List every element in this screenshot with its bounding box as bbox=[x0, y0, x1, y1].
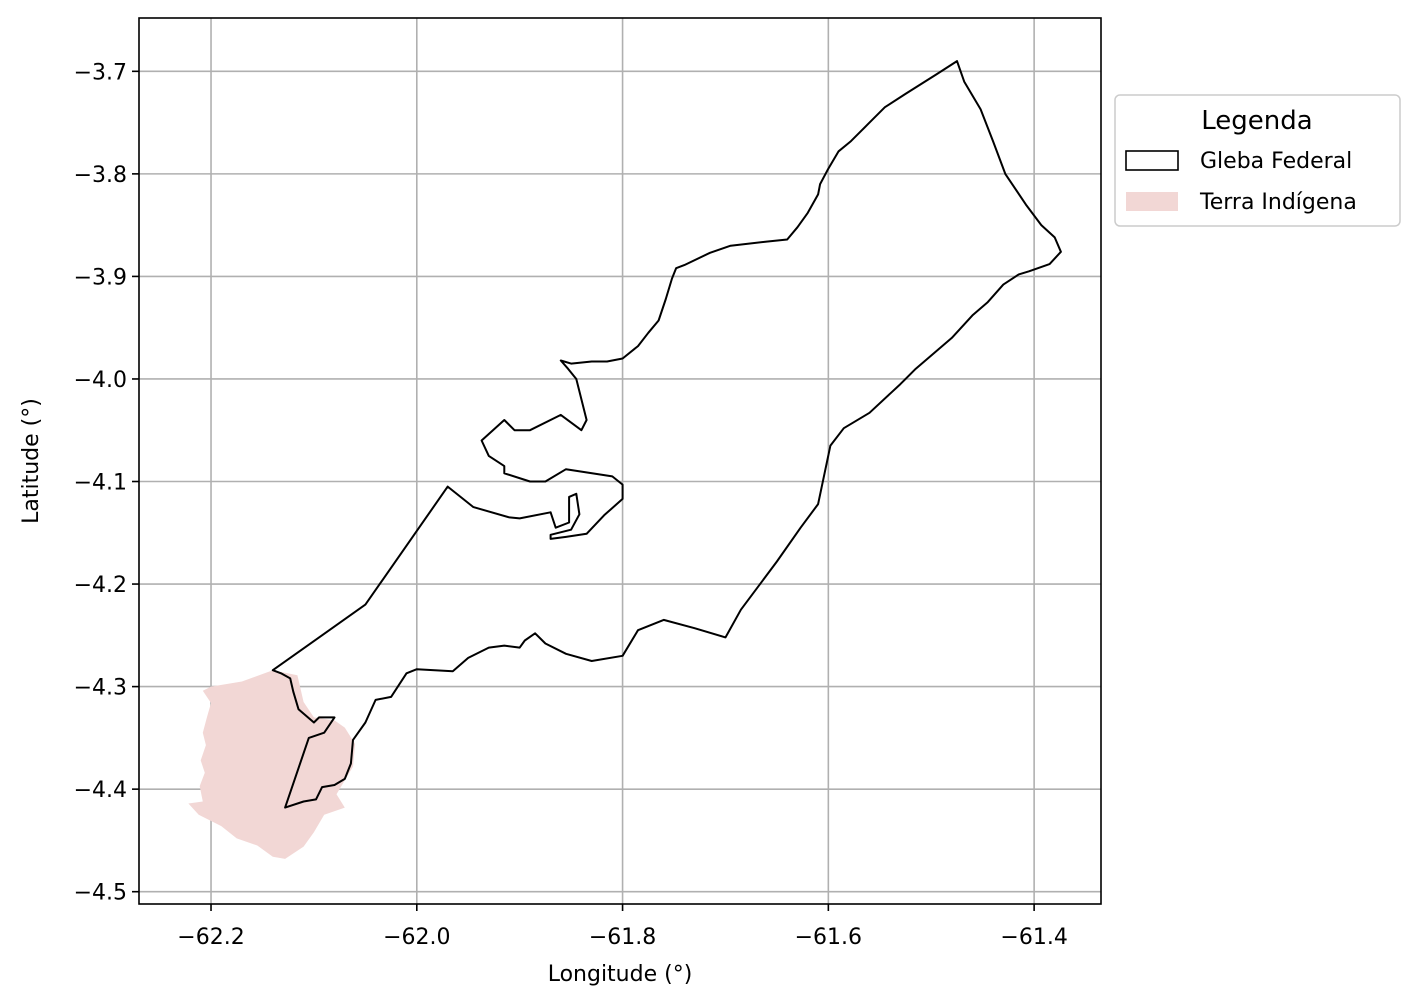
legend-label-gleba-federal: Gleba Federal bbox=[1200, 149, 1352, 174]
legend: Legenda Gleba Federal Terra Indígena bbox=[1114, 94, 1401, 227]
x-tick-label: −62.2 bbox=[177, 925, 244, 950]
legend-swatch-gleba-federal bbox=[1125, 150, 1179, 171]
y-axis-title: Latitude (°) bbox=[19, 398, 44, 524]
legend-box bbox=[1114, 94, 1401, 227]
y-tick-label: −4.2 bbox=[74, 573, 127, 598]
legend-swatch-terra-indigena bbox=[1126, 192, 1178, 211]
y-tick-label: −3.9 bbox=[74, 265, 127, 290]
x-tick-label: −61.6 bbox=[795, 925, 862, 950]
x-tick-label: −61.4 bbox=[1000, 925, 1067, 950]
x-axis-title: Longitude (°) bbox=[548, 962, 693, 987]
x-tick-label: −61.8 bbox=[589, 925, 656, 950]
legend-title: Legenda bbox=[1201, 106, 1312, 136]
y-tick-label: −4.5 bbox=[74, 881, 127, 906]
axis-ticks: −62.2 −62.0 −61.8 −61.6 −61.4 −3.7 −3.8 −3.9 −4.… bbox=[74, 60, 1068, 950]
y-tick-label: −4.4 bbox=[74, 778, 127, 803]
y-tick-label: −4.1 bbox=[74, 471, 127, 496]
x-tick-label: −62.0 bbox=[383, 925, 450, 950]
gleba-federal-polygon bbox=[271, 60, 1062, 809]
legend-label-terra-indigena: Terra Indígena bbox=[1199, 190, 1357, 215]
map-layers bbox=[188, 60, 1062, 859]
y-tick-label: −3.8 bbox=[74, 163, 127, 188]
y-tick-label: −4.3 bbox=[74, 676, 127, 701]
y-tick-label: −3.7 bbox=[74, 60, 127, 85]
terra-ind-gena-polygon bbox=[188, 670, 356, 859]
plot-frame bbox=[138, 17, 1102, 905]
y-tick-label: −4.0 bbox=[74, 368, 127, 393]
